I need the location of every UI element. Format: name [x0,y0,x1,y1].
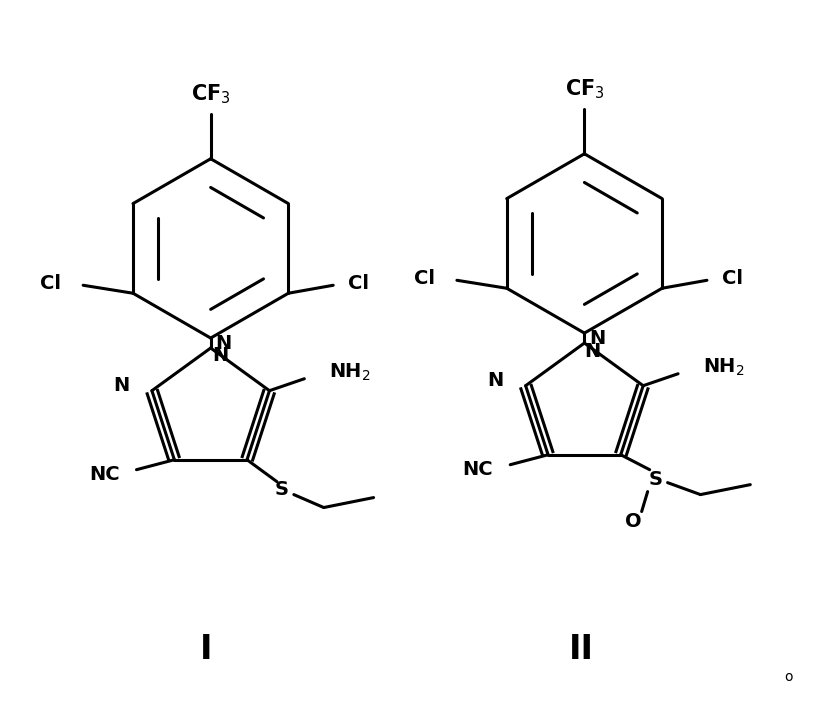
Text: Cl: Cl [40,273,62,292]
Text: NH$_2$: NH$_2$ [703,357,745,378]
Text: NH$_2$: NH$_2$ [330,362,371,383]
Text: N: N [584,342,601,361]
Text: S: S [649,470,663,489]
Text: N: N [215,333,232,352]
Text: N: N [487,371,504,390]
Text: CF$_3$: CF$_3$ [191,82,231,106]
Text: Cl: Cl [349,273,369,292]
Text: N: N [213,347,229,366]
Text: II: II [569,633,594,666]
Text: N: N [589,328,606,347]
Text: CF$_3$: CF$_3$ [565,77,604,101]
Text: N: N [113,376,130,395]
Text: I: I [200,633,212,666]
Text: S: S [275,480,289,499]
Text: o: o [784,670,793,684]
Text: Cl: Cl [414,269,435,288]
Text: NC: NC [463,460,493,479]
Text: Cl: Cl [722,269,743,288]
Text: NC: NC [89,465,119,484]
Text: O: O [626,512,642,531]
